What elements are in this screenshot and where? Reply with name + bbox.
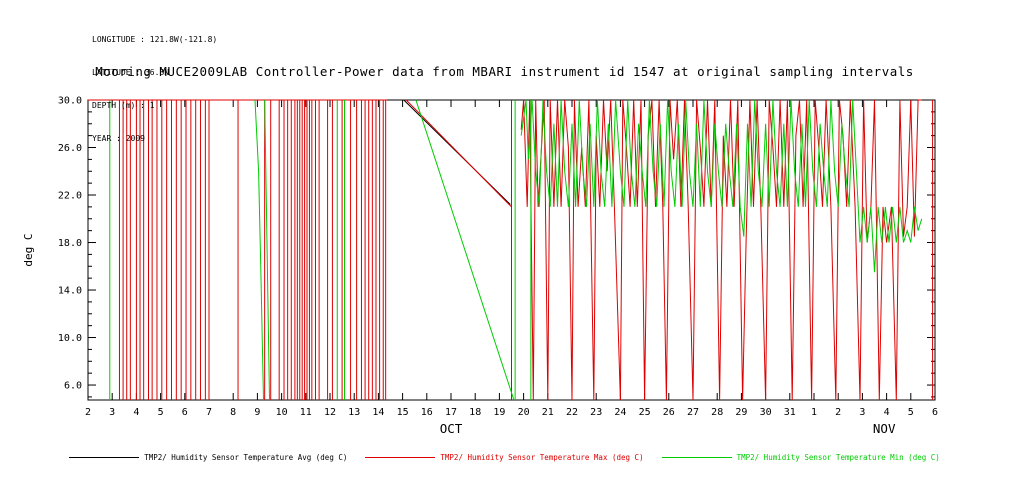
legend-label-max: TMP2/ Humidity Sensor Temperature Max (d… (440, 453, 644, 462)
x-tick-label: 20 (518, 407, 530, 418)
series-line (264, 99, 270, 401)
x-tick-label: 19 (493, 407, 505, 418)
legend-label-avg: TMP2/ Humidity Sensor Temperature Avg (d… (144, 453, 348, 462)
metadata-header: LONGITUDE : 121.8W(-121.8) LATITUDE : 36… (92, 12, 217, 166)
legend-item-min: TMP2/ Humidity Sensor Temperature Min (d… (661, 453, 940, 462)
series-line (520, 99, 922, 401)
x-tick-label: 6 (932, 407, 938, 418)
x-tick-label: 30 (760, 407, 772, 418)
y-tick-label: 14.0 (58, 286, 82, 297)
year-label: YEAR : 2009 (92, 134, 145, 143)
max-line-swatch (365, 457, 436, 458)
month-label: OCT (440, 421, 463, 436)
legend-label-min: TMP2/ Humidity Sensor Temperature Min (d… (736, 453, 940, 462)
x-tick-label: 18 (469, 407, 481, 418)
x-tick-label: 21 (542, 407, 554, 418)
x-tick-label: 16 (421, 407, 433, 418)
x-tick-label: 5 (908, 407, 914, 418)
x-tick-label: 3 (859, 407, 865, 418)
x-tick-label: 27 (687, 407, 699, 418)
series-line (415, 99, 515, 401)
series-line (254, 99, 264, 401)
avg-line-swatch (69, 457, 140, 458)
x-tick-label: 5 (158, 407, 164, 418)
y-tick-label: 18.0 (58, 238, 82, 249)
x-tick-label: 26 (663, 407, 675, 418)
x-tick-label: 10 (276, 407, 288, 418)
x-tick-label: 25 (639, 407, 651, 418)
x-tick-label: 11 (300, 407, 312, 418)
x-tick-label: 2 (85, 407, 91, 418)
legend-item-max: TMP2/ Humidity Sensor Temperature Max (d… (365, 453, 644, 462)
x-tick-label: 14 (372, 407, 384, 418)
y-axis-label: deg C (22, 233, 35, 266)
chart-title: Mooring MUCE2009LAB Controller-Power dat… (95, 64, 914, 79)
x-tick-label: 28 (711, 407, 723, 418)
y-tick-label: 10.0 (58, 333, 82, 344)
x-tick-label: 4 (133, 407, 139, 418)
x-tick-label: 23 (590, 407, 602, 418)
x-tick-label: 8 (230, 407, 236, 418)
x-tick-label: 24 (614, 407, 626, 418)
x-tick-label: 7 (206, 407, 212, 418)
depth-label: DEPTH (m) : 1 (92, 101, 155, 110)
min-line-swatch (661, 457, 732, 458)
x-tick-label: 15 (397, 407, 409, 418)
x-tick-label: 6 (182, 407, 188, 418)
x-tick-label: 3 (109, 407, 115, 418)
x-tick-label: 17 (445, 407, 457, 418)
longitude-label: LONGITUDE : 121.8W(-121.8) (92, 35, 218, 44)
y-tick-label: 22.0 (58, 191, 82, 202)
x-tick-label: 4 (884, 407, 890, 418)
x-tick-label: 9 (254, 407, 260, 418)
x-tick-label: 22 (566, 407, 578, 418)
x-tick-label: 13 (348, 407, 360, 418)
x-tick-label: 31 (784, 407, 796, 418)
y-tick-label: 30.0 (58, 96, 82, 107)
x-tick-label: 1 (811, 407, 817, 418)
y-tick-label: 6.0 (64, 381, 82, 392)
series-line (405, 99, 512, 208)
x-tick-label: 12 (324, 407, 336, 418)
legend-item-avg: TMP2/ Humidity Sensor Temperature Avg (d… (69, 453, 347, 462)
series-line (520, 99, 923, 273)
legend: TMP2/ Humidity Sensor Temperature Avg (d… (0, 453, 1009, 462)
latitude-label: LATITUDE : 36.8N (92, 68, 170, 77)
x-tick-label: 2 (835, 407, 841, 418)
x-tick-label: 29 (735, 407, 747, 418)
month-label: NOV (873, 421, 896, 436)
y-tick-label: 26.0 (58, 143, 82, 154)
